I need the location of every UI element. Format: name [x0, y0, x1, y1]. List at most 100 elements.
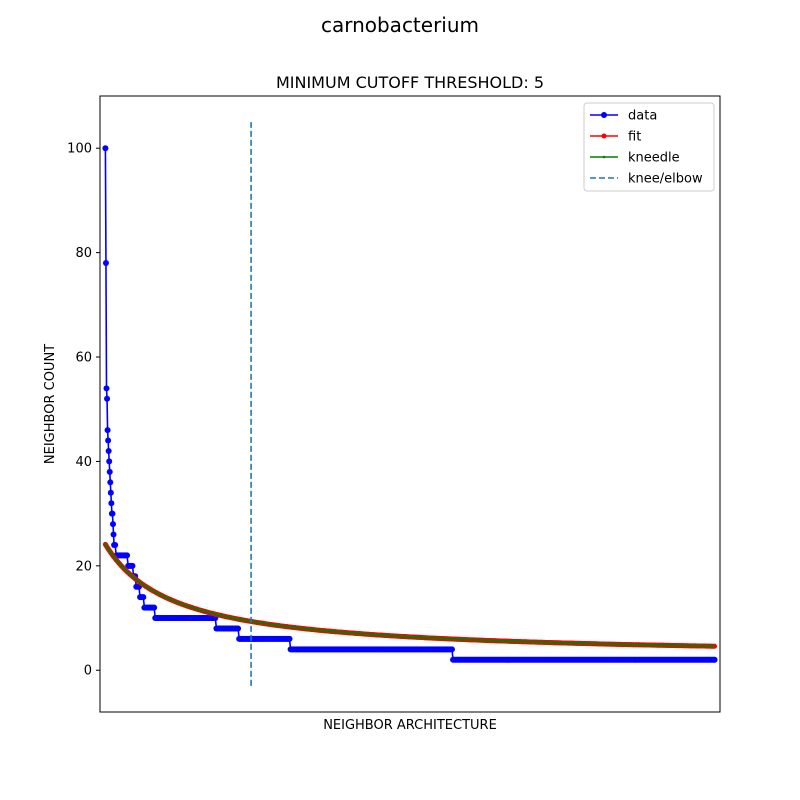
kneedle-point: [185, 604, 188, 608]
y-tick-label: 100: [67, 142, 92, 157]
plot-area: [102, 122, 718, 686]
kneedle-point: [228, 616, 232, 619]
data-point: [129, 562, 136, 569]
kneedle-point: [640, 643, 643, 647]
fit-series-markers: [102, 541, 718, 649]
kneedle-point: [483, 639, 486, 642]
data-point: [109, 510, 116, 517]
kneedle-point: [634, 643, 638, 647]
kneedle-point: [261, 621, 264, 625]
kneedle-point: [169, 598, 172, 601]
kneedle-series-line: [104, 543, 715, 648]
kneedle-point: [385, 634, 389, 637]
data-point: [102, 260, 109, 267]
kneedle-point: [472, 638, 475, 642]
data-point: [711, 656, 718, 663]
data-point: [102, 145, 109, 152]
kneedle-point: [315, 628, 318, 632]
data-point: [106, 468, 113, 475]
kneedle-point: [493, 639, 497, 643]
kneedle-point: [569, 641, 573, 645]
kneedle-point: [304, 627, 308, 631]
kneedle-point: [407, 635, 410, 639]
kneedle-point: [672, 644, 676, 647]
kneedle-point: [288, 625, 291, 629]
kneedle-point: [542, 641, 546, 644]
kneedle-point: [120, 564, 123, 568]
kneedle-point: [461, 638, 465, 641]
kneedle-point: [374, 633, 378, 637]
kneedle-point: [293, 626, 297, 629]
kneedle-point: [645, 643, 649, 647]
x-axis-label: NEIGHBOR ARCHITECTURE: [323, 718, 497, 733]
kneedle-point: [439, 637, 443, 640]
kneedle-point: [353, 631, 356, 635]
kneedle-point: [661, 644, 665, 647]
kneedle-point: [499, 639, 503, 643]
legend: data fit kneedle knee/elbow: [583, 102, 715, 192]
kneedle-point: [396, 634, 400, 638]
kneedle-point: [179, 602, 183, 606]
kneedle-point: [515, 640, 519, 643]
kneedle-point: [201, 609, 205, 613]
kneedle-point: [309, 628, 313, 631]
data-point: [104, 427, 111, 434]
kneedle-point: [418, 636, 421, 639]
kneedle-point: [591, 642, 595, 646]
kneedle-point: [266, 622, 270, 626]
y-tick-label: 20: [75, 559, 92, 574]
kneedle-point: [656, 643, 660, 647]
kneedle-point: [521, 640, 524, 644]
kneedle-point: [196, 608, 199, 611]
kneedle-point: [299, 626, 302, 630]
kneedle-point: [477, 638, 481, 642]
kneedle-point: [429, 636, 432, 640]
kneedle-point: [174, 600, 178, 604]
kneedle-point: [326, 629, 329, 633]
kneedle-point: [456, 637, 459, 641]
kneedle-point: [629, 643, 632, 646]
kneedle-point: [466, 638, 470, 642]
kneedle-point: [688, 644, 692, 648]
kneedle-point: [510, 640, 513, 643]
kneedle-point: [163, 595, 167, 599]
legend-marker-kneedle: [602, 155, 606, 159]
legend-label-data: data: [628, 109, 657, 124]
data-point: [110, 531, 117, 538]
kneedle-point: [342, 631, 345, 634]
data-point: [104, 395, 111, 402]
kneedle-point: [705, 644, 708, 648]
kneedle-point: [537, 640, 540, 644]
kneedle-point: [239, 618, 243, 621]
kneedle-point: [158, 593, 161, 596]
kneedle-point: [596, 642, 600, 646]
kneedle-point: [488, 639, 492, 642]
kneedle-point: [217, 613, 221, 617]
data-point: [105, 437, 112, 444]
kneedle-point: [412, 635, 416, 639]
data-point: [124, 552, 131, 559]
kneedle-point: [190, 606, 194, 609]
kneedle-point: [651, 643, 654, 647]
data-point: [286, 635, 293, 642]
data-point: [140, 594, 147, 601]
data-series-line: [104, 148, 715, 661]
y-tick-label: 0: [84, 664, 92, 679]
kneedle-point: [212, 612, 216, 616]
kneedle-point: [450, 637, 454, 641]
data-point: [106, 458, 113, 465]
y-tick-label: 60: [75, 351, 92, 366]
kneedle-point: [369, 633, 373, 636]
kneedle-point: [282, 625, 286, 628]
legend-label-fit: fit: [628, 130, 641, 145]
kneedle-point: [423, 636, 427, 639]
legend-label-kneedle: kneedle: [628, 151, 680, 166]
data-series-markers: [102, 145, 718, 663]
kneedle-point: [694, 644, 697, 648]
kneedle-point: [526, 640, 530, 644]
kneedle-point: [347, 631, 351, 635]
kneedle-point: [336, 630, 340, 634]
legend-label-knee-elbow: knee/elbow: [628, 172, 703, 187]
kneedle-point: [331, 630, 335, 633]
